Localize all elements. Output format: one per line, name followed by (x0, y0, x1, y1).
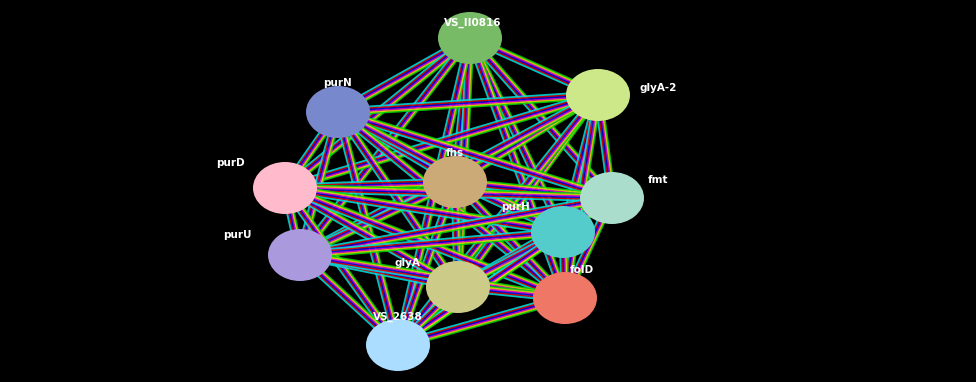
Ellipse shape (366, 319, 430, 371)
Text: folD: folD (570, 265, 594, 275)
Ellipse shape (533, 272, 597, 324)
Text: purU: purU (224, 230, 252, 240)
Ellipse shape (438, 12, 502, 64)
Ellipse shape (566, 69, 630, 121)
Text: VS_II0816: VS_II0816 (444, 18, 502, 28)
Text: purH: purH (502, 202, 530, 212)
Text: purD: purD (217, 158, 245, 168)
Text: VS_2638: VS_2638 (373, 312, 423, 322)
Ellipse shape (531, 206, 595, 258)
Text: purN: purN (324, 78, 352, 88)
Text: glyA-2: glyA-2 (640, 83, 677, 93)
Ellipse shape (426, 261, 490, 313)
Ellipse shape (268, 229, 332, 281)
Text: glyA: glyA (394, 258, 420, 268)
Ellipse shape (423, 156, 487, 208)
Ellipse shape (253, 162, 317, 214)
Ellipse shape (580, 172, 644, 224)
Text: fhs: fhs (446, 148, 464, 158)
Ellipse shape (306, 86, 370, 138)
Text: fmt: fmt (648, 175, 669, 185)
